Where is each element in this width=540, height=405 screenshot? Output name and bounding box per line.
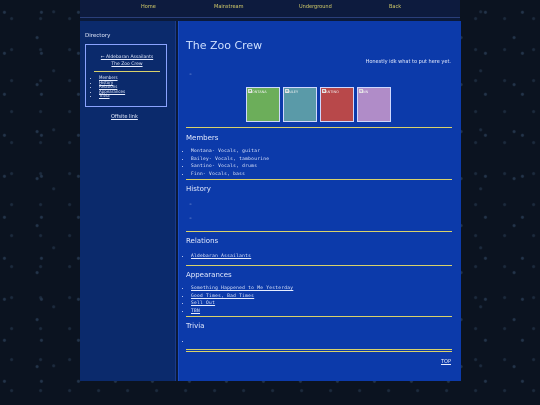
list-item: Good Times, Bad Times — [191, 293, 293, 301]
appearance-link[interactable]: Something Happened to Me Yesterday — [191, 286, 294, 291]
nav-home-link[interactable]: Home — [141, 4, 156, 10]
member-image-bailey: BAILEY — [283, 87, 317, 122]
image-alt-text: SANTINO — [323, 90, 339, 94]
list-item: Santino- Vocals, drums — [191, 163, 269, 171]
list-item: Appearances — [99, 88, 126, 95]
relations-list: Aldebaran Assailants — [186, 253, 251, 261]
list-item: Something Happened to Me Yesterday — [191, 285, 293, 293]
broken-image-icon — [359, 89, 363, 93]
directory-list: Members History Relations Appearances Tr… — [92, 75, 126, 99]
directory-box: ← Aldebaran Assailants The Zoo Crew Memb… — [85, 44, 167, 107]
back-to-aldebaran-link[interactable]: ← Aldebaran Assailants — [100, 55, 154, 60]
sidebar-title: Directory — [85, 33, 111, 39]
members-list: Montana- Vocals, guitar Bailey- Vocals, … — [186, 148, 269, 178]
image-alt-text: FINN — [360, 90, 369, 94]
list-item: Finn- Vocals, bass — [191, 171, 269, 179]
divider — [186, 179, 452, 180]
list-item: Bailey- Vocals, tambourine — [191, 156, 269, 164]
nav-back-link[interactable]: Back — [389, 4, 402, 10]
broken-image-icon — [322, 89, 326, 93]
image-alt-text: MONTANA — [249, 90, 267, 94]
list-item: History — [99, 79, 125, 86]
nav-mainstream-link[interactable]: Mainstream — [214, 4, 244, 10]
divider — [186, 231, 452, 232]
page-title: The Zoo Crew — [186, 39, 263, 52]
tagline: Honestly idk what to put here yet. — [365, 59, 451, 65]
bullet-dot: ◦ — [189, 72, 193, 78]
bullet-dot: ◦ — [189, 202, 193, 208]
relation-link-aldebaran[interactable]: Aldebaran Assailants — [191, 254, 252, 259]
divider — [186, 316, 452, 317]
list-item: TBN — [191, 308, 293, 316]
divider — [186, 349, 452, 350]
bullet-dot: ◦ — [189, 216, 193, 222]
main-content: The Zoo Crew Honestly idk what to put he… — [178, 21, 461, 381]
divider — [186, 265, 452, 266]
appearance-link[interactable]: TBN — [191, 308, 201, 314]
sidebar-item-members[interactable]: Members — [99, 75, 118, 80]
broken-image-icon — [248, 89, 252, 93]
list-item: Aldebaran Assailants — [191, 253, 251, 261]
appearance-link[interactable]: Good Times, Bad Times — [191, 293, 255, 299]
sidebar-item-appearances[interactable]: Appearances — [99, 88, 126, 94]
list-item: Sell Out — [191, 300, 293, 308]
sidebar: Directory ← Aldebaran Assailants The Zoo… — [80, 21, 176, 381]
divider — [186, 127, 452, 128]
back-to-top-link[interactable]: TOP — [440, 359, 451, 365]
member-image-montana: MONTANA — [246, 87, 280, 122]
list-item: Montana- Vocals, guitar — [191, 148, 269, 156]
history-heading: History — [186, 185, 211, 193]
sidebar-item-trivia[interactable]: Trivia — [99, 93, 110, 98]
sidebar-item-history[interactable]: History — [99, 79, 114, 85]
member-image-santino: SANTINO — [320, 87, 354, 122]
sidebar-item-relations[interactable]: Relations — [99, 84, 118, 89]
trivia-list — [186, 338, 191, 346]
relations-heading: Relations — [186, 237, 219, 245]
top-nav: Home Mainstream Underground Back — [80, 0, 460, 18]
appearances-list: Something Happened to Me Yesterday Good … — [186, 285, 293, 315]
divider — [94, 71, 160, 72]
nav-underground-link[interactable]: Underground — [299, 4, 332, 10]
trivia-heading: Trivia — [186, 322, 205, 330]
offsite-link[interactable]: Offsite link — [111, 114, 138, 120]
broken-image-icon — [285, 89, 289, 93]
list-item: Trivia — [99, 93, 125, 99]
members-heading: Members — [186, 134, 219, 142]
list-item: Members — [99, 75, 125, 81]
member-image-finn: FINN — [357, 87, 391, 122]
appearance-link[interactable]: Sell Out — [191, 301, 216, 306]
list-item: Relations — [99, 84, 125, 90]
current-page-link[interactable]: The Zoo Crew — [111, 62, 143, 67]
image-alt-text: BAILEY — [286, 90, 299, 94]
appearances-heading: Appearances — [186, 271, 232, 279]
